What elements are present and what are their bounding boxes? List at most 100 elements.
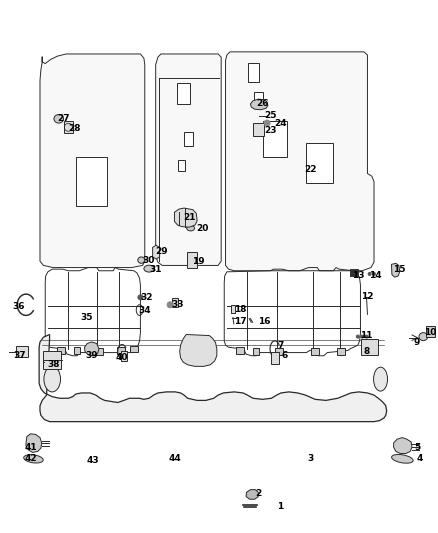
Bar xyxy=(311,348,319,355)
Ellipse shape xyxy=(138,257,145,263)
Text: 11: 11 xyxy=(360,331,373,340)
Circle shape xyxy=(365,335,368,338)
Circle shape xyxy=(264,120,270,126)
Bar xyxy=(117,348,125,353)
Text: 38: 38 xyxy=(48,360,60,369)
Polygon shape xyxy=(174,208,197,227)
Ellipse shape xyxy=(392,455,413,463)
Bar xyxy=(184,132,193,146)
Text: 31: 31 xyxy=(149,265,162,273)
Bar xyxy=(95,348,103,355)
Bar xyxy=(15,346,28,357)
Text: 12: 12 xyxy=(361,292,374,301)
Text: 14: 14 xyxy=(369,271,381,279)
Text: 43: 43 xyxy=(86,456,99,465)
Bar xyxy=(263,121,287,157)
Ellipse shape xyxy=(24,455,43,463)
Ellipse shape xyxy=(187,225,194,231)
Polygon shape xyxy=(40,54,145,268)
Bar xyxy=(253,348,259,355)
Text: 18: 18 xyxy=(234,304,246,313)
Text: 2: 2 xyxy=(255,489,261,498)
Circle shape xyxy=(361,335,364,338)
Polygon shape xyxy=(394,438,412,454)
Circle shape xyxy=(368,272,371,276)
Bar xyxy=(236,348,244,353)
Text: 44: 44 xyxy=(168,454,181,463)
Bar xyxy=(248,63,259,82)
Text: 23: 23 xyxy=(264,126,276,135)
Bar xyxy=(276,348,283,355)
Polygon shape xyxy=(155,54,221,265)
Ellipse shape xyxy=(144,265,154,272)
Text: 35: 35 xyxy=(80,313,92,322)
Text: 33: 33 xyxy=(171,300,184,309)
Polygon shape xyxy=(180,335,217,366)
Bar xyxy=(231,305,235,313)
Text: 24: 24 xyxy=(274,118,286,127)
Polygon shape xyxy=(26,434,42,453)
Text: 21: 21 xyxy=(183,213,195,222)
Bar xyxy=(121,351,127,360)
Circle shape xyxy=(372,272,375,276)
Text: 41: 41 xyxy=(24,442,37,451)
Bar xyxy=(337,349,345,354)
Bar xyxy=(350,269,358,276)
Bar xyxy=(43,351,61,369)
Polygon shape xyxy=(85,342,99,356)
Bar xyxy=(57,348,65,353)
Ellipse shape xyxy=(374,367,388,391)
Bar xyxy=(426,326,435,337)
Text: 15: 15 xyxy=(392,265,405,273)
Bar xyxy=(64,122,73,133)
Bar xyxy=(177,83,190,104)
Bar xyxy=(253,123,264,136)
Ellipse shape xyxy=(44,366,60,392)
Text: 19: 19 xyxy=(192,257,205,265)
Bar xyxy=(271,352,279,364)
Text: 16: 16 xyxy=(258,317,270,326)
Circle shape xyxy=(357,335,359,338)
Bar xyxy=(130,346,138,352)
Text: 40: 40 xyxy=(116,353,128,362)
Text: 29: 29 xyxy=(155,247,168,256)
Text: 5: 5 xyxy=(414,442,421,451)
Text: 4: 4 xyxy=(417,454,423,463)
Text: 22: 22 xyxy=(304,165,317,174)
Text: 7: 7 xyxy=(278,341,284,350)
Text: 34: 34 xyxy=(138,305,151,314)
Text: 8: 8 xyxy=(364,347,370,356)
Text: 6: 6 xyxy=(281,351,288,360)
Bar xyxy=(178,160,185,171)
Text: 9: 9 xyxy=(413,338,420,347)
Text: 39: 39 xyxy=(85,351,98,360)
Bar xyxy=(306,143,332,183)
Text: 3: 3 xyxy=(307,454,314,463)
Bar xyxy=(361,340,378,355)
Polygon shape xyxy=(246,490,258,499)
Bar xyxy=(254,93,263,106)
Polygon shape xyxy=(251,99,268,110)
Ellipse shape xyxy=(54,115,64,123)
Text: 42: 42 xyxy=(24,454,37,463)
Text: 1: 1 xyxy=(277,502,283,511)
Bar xyxy=(172,298,178,308)
Polygon shape xyxy=(39,335,387,422)
Bar xyxy=(187,252,197,268)
Bar xyxy=(74,348,81,353)
Ellipse shape xyxy=(419,333,427,341)
Text: 27: 27 xyxy=(57,114,70,123)
Polygon shape xyxy=(392,263,400,277)
Text: 17: 17 xyxy=(233,317,246,326)
Circle shape xyxy=(167,302,173,308)
Polygon shape xyxy=(226,52,374,271)
Text: 20: 20 xyxy=(196,224,208,233)
Polygon shape xyxy=(152,245,159,259)
Text: 30: 30 xyxy=(142,256,155,264)
Text: 32: 32 xyxy=(141,293,153,302)
Circle shape xyxy=(138,295,143,300)
Text: 37: 37 xyxy=(13,351,26,360)
Text: 36: 36 xyxy=(13,302,25,311)
Bar xyxy=(76,157,107,206)
Text: 25: 25 xyxy=(264,110,276,119)
